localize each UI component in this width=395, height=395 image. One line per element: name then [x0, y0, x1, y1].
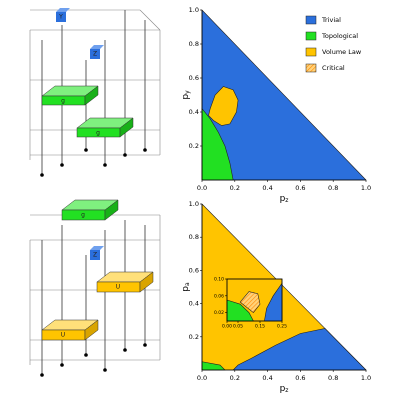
x-tick-label: 0.8	[328, 374, 338, 382]
y-tick-label: 0.02	[214, 310, 224, 316]
x-tick-label: 0.05	[233, 324, 243, 330]
axis-label-sub: z	[285, 197, 288, 204]
y-tick-label: 0.10	[214, 277, 224, 283]
axis-label-base: p	[280, 194, 286, 204]
x-tick-label: 0.0	[197, 374, 207, 382]
axis-label-sub: z	[285, 387, 288, 394]
x-tick-label: 0.6	[295, 374, 305, 382]
y-tick-label: 0.8	[189, 233, 199, 241]
axis-label: pa	[181, 282, 191, 292]
axis-label-base: p	[280, 384, 286, 394]
y-tick-label: 0.4	[189, 108, 199, 116]
axis-label-base: p	[181, 94, 191, 100]
axis-label: pz	[280, 384, 289, 394]
y-tick-label: 0.6	[189, 266, 199, 274]
y-tick-label: 0.6	[189, 74, 199, 82]
x-tick-label: 1.0	[361, 374, 371, 382]
gate-label: Y	[58, 14, 63, 21]
legend-label: Critical	[322, 64, 345, 72]
y-tick-label: 1.0	[189, 200, 199, 208]
inset-frame	[226, 278, 283, 322]
gate-label: g	[61, 98, 65, 105]
x-tick-label: 0.4	[262, 374, 272, 382]
legend-swatch	[305, 63, 317, 73]
circuit-bottom: g Z U U	[29, 199, 161, 377]
x-tick-label: 0.6	[295, 184, 305, 192]
phase-region	[208, 86, 239, 126]
x-tick-label: 0.25	[277, 324, 287, 330]
gate-label: Z	[93, 51, 97, 58]
phase-region	[232, 328, 367, 371]
y-tick-label: 0.2	[189, 142, 199, 150]
y-tick-label: 0.8	[189, 40, 199, 48]
circuit-top: Y Z g g	[29, 8, 161, 177]
legend-label: Topological	[321, 32, 358, 40]
legend-swatch	[305, 15, 317, 25]
x-tick-label: 0.15	[255, 324, 265, 330]
x-tick-label: 1.0	[361, 184, 371, 192]
axis-label-sub: a	[184, 282, 191, 286]
x-tick-label: 0.2	[230, 374, 240, 382]
x-tick-label: 0.0	[197, 184, 207, 192]
legend-swatch	[305, 47, 317, 57]
axis-label: pz	[280, 194, 289, 204]
gate-label: Z	[93, 252, 97, 259]
x-tick-label: 0.2	[230, 184, 240, 192]
axis-label-base: p	[181, 286, 191, 292]
x-tick-label: 0.4	[262, 184, 272, 192]
phase-region	[239, 291, 261, 314]
x-tick-label: 0.00	[222, 324, 232, 330]
phase-region	[201, 107, 234, 181]
axis-label: py	[181, 90, 191, 100]
y-tick-label: 0.06	[214, 293, 224, 299]
legend-label: Trivial	[321, 16, 341, 24]
gate-label: g	[96, 130, 100, 137]
gate-label: U	[116, 284, 120, 291]
gate-label: U	[61, 332, 65, 339]
y-tick-label: 0.2	[189, 333, 199, 341]
legend-label: Volume Law	[322, 48, 362, 56]
axis-label-sub: y	[184, 90, 191, 94]
x-tick-label: 0.8	[328, 184, 338, 192]
y-tick-label: 1.0	[189, 6, 199, 14]
y-tick-label: 0.4	[189, 300, 199, 308]
legend-swatch	[305, 31, 317, 41]
gate-label: g	[81, 212, 85, 219]
